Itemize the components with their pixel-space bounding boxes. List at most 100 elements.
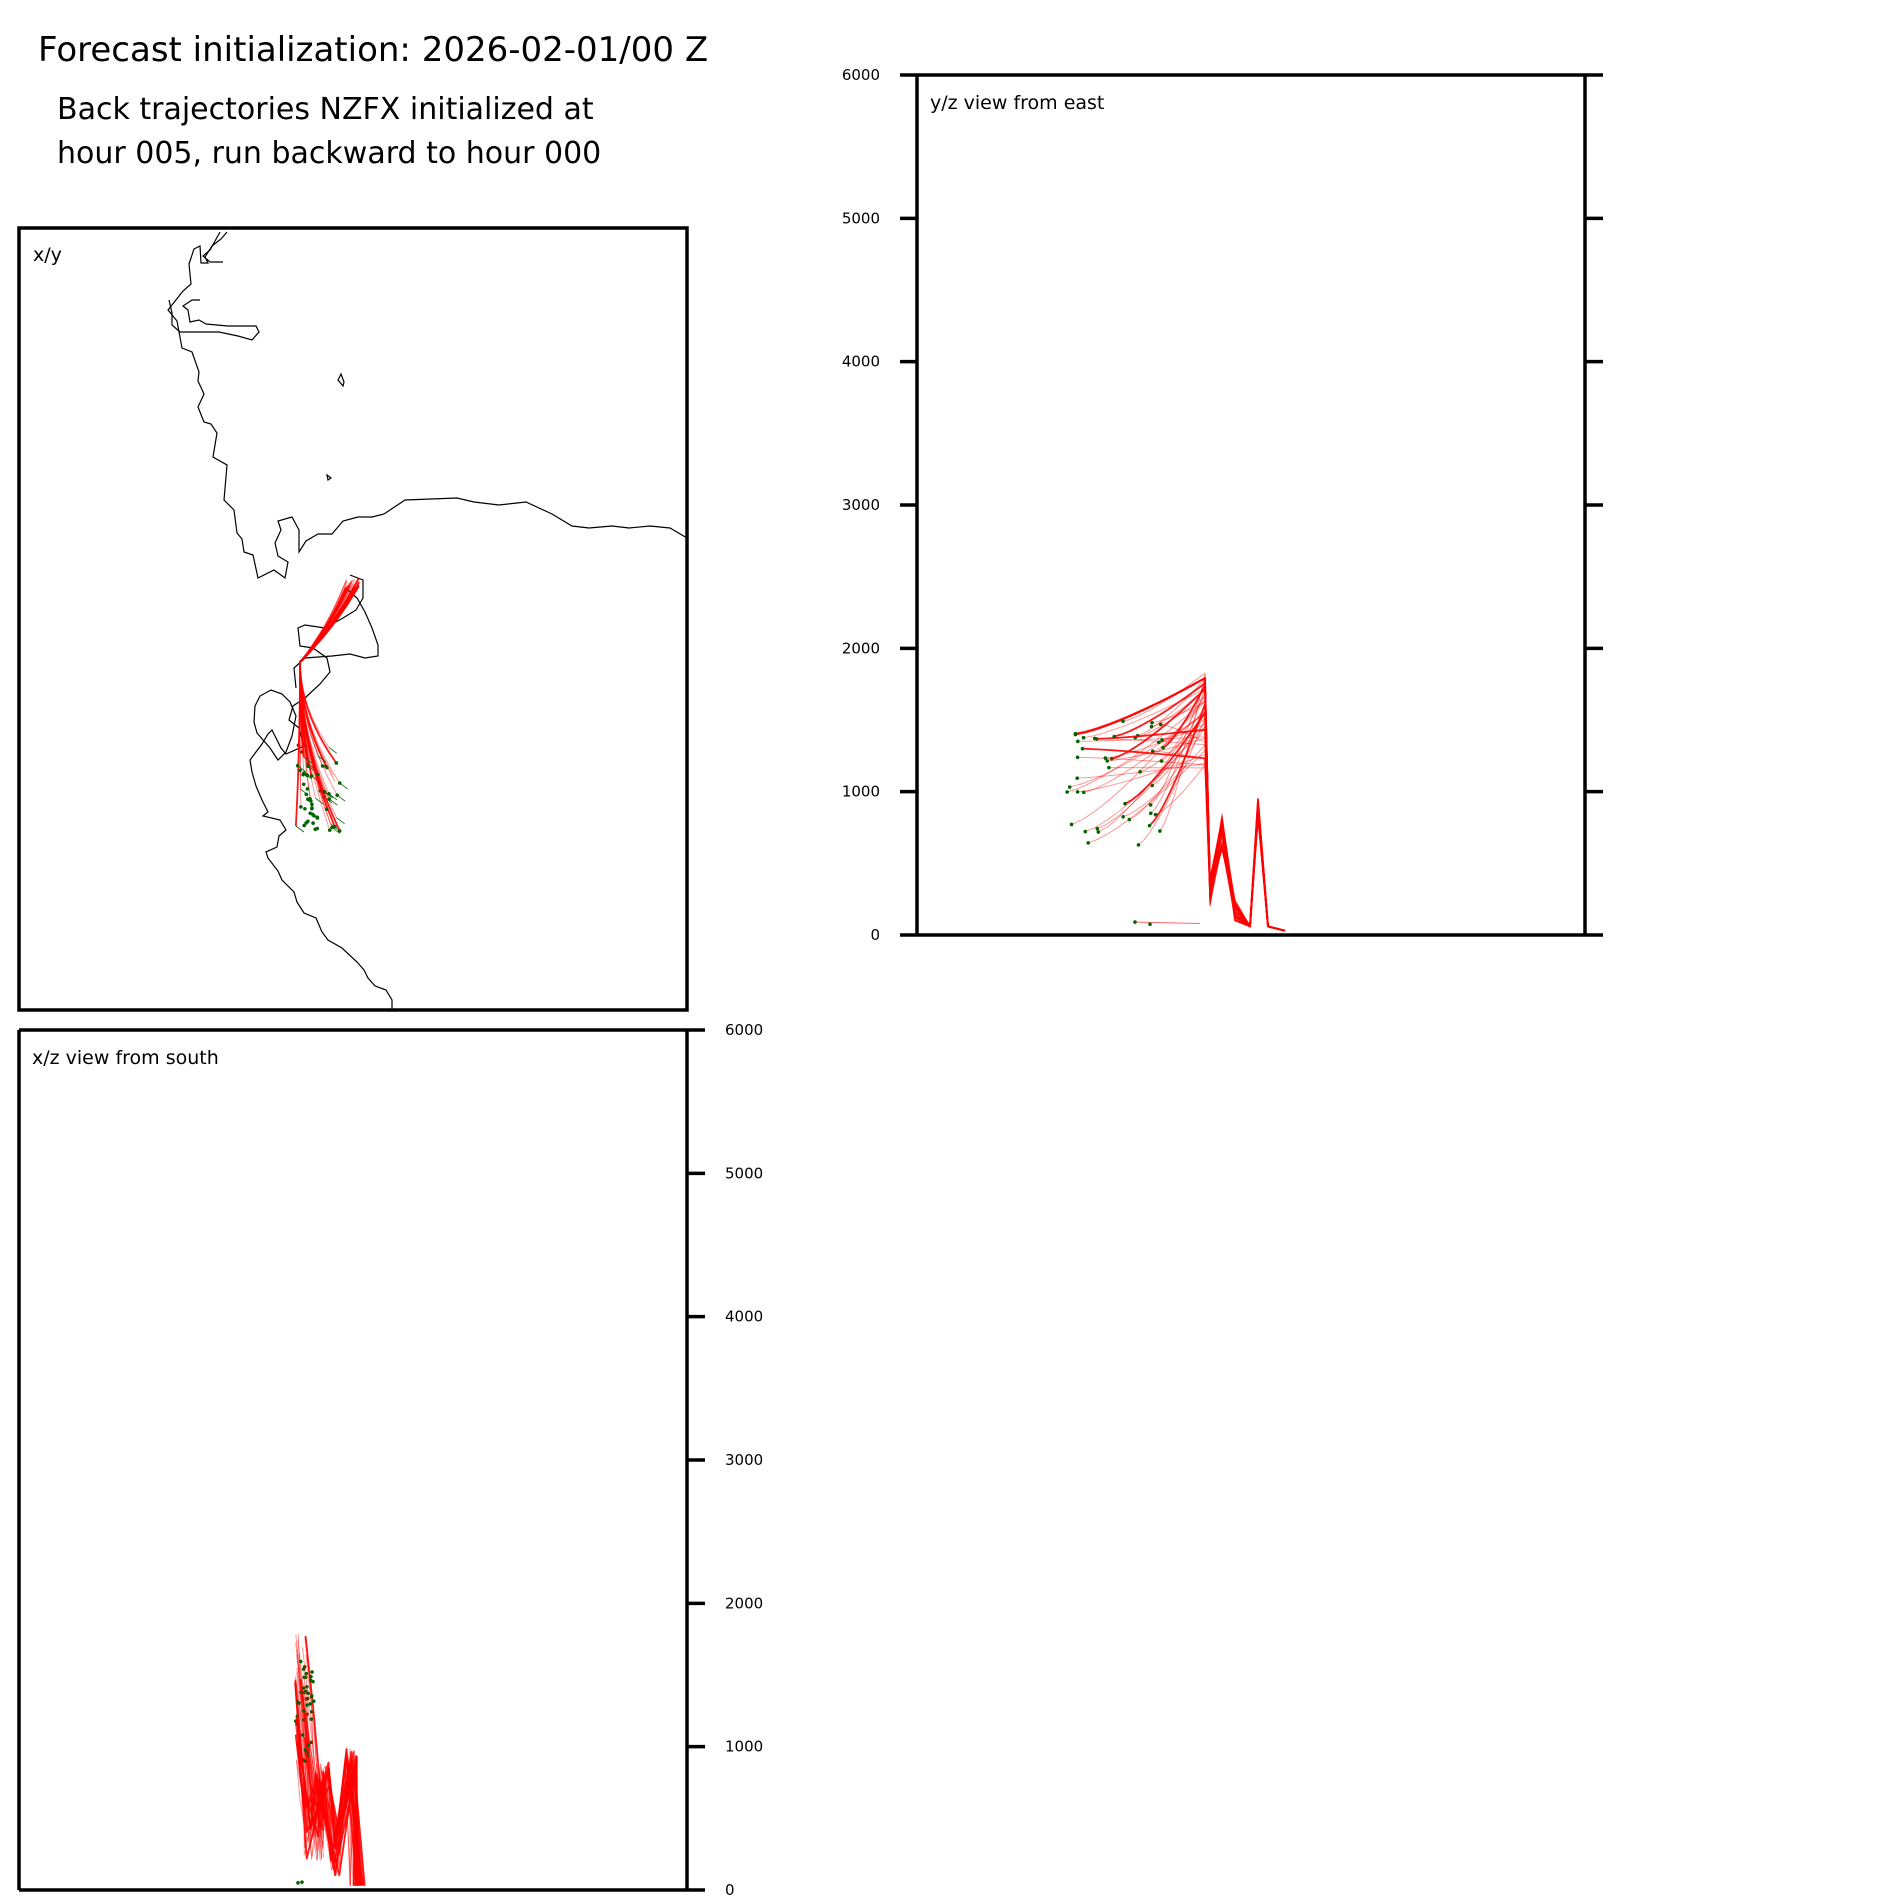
yz-endpoint [1136, 843, 1141, 847]
xy-endpoint-tail [317, 755, 327, 763]
xy-endpoint-tail [324, 791, 334, 799]
xy-endpoint [324, 807, 329, 812]
xy-endpoint [306, 764, 310, 769]
xy-endpoint-tail [315, 798, 324, 805]
yz-endpoint [1161, 745, 1165, 750]
xz-endpoint [304, 1751, 309, 1755]
yz-endpoint [1105, 759, 1110, 763]
yz-trajectory-line [1158, 712, 1286, 932]
yz-endpoint [1121, 814, 1125, 819]
yz-endpoint [1159, 759, 1164, 763]
xy-trajectory-line [299, 587, 356, 758]
yz-trajectory-line [1077, 756, 1286, 932]
xz-endpoint [306, 1743, 311, 1747]
coastline [167, 231, 688, 1010]
xz-endpoint [308, 1702, 313, 1706]
yz-endpoint [1148, 922, 1152, 927]
xy-endpoint [324, 764, 328, 769]
xz-endpoint [309, 1694, 314, 1698]
xz-trajectory-line [296, 1655, 358, 1886]
xz-trajectory-line [295, 1715, 364, 1886]
xy-trajectory-line [299, 582, 350, 784]
xz-trajectory-line [294, 1684, 356, 1886]
xz-trajectory-line [304, 1636, 357, 1886]
yz-endpoint [1160, 738, 1164, 742]
xy-endpoint-tail [328, 793, 338, 801]
yz-endpoint [1080, 746, 1085, 751]
y-tick-label: 3000 [725, 1451, 763, 1469]
xz-endpoint [300, 1880, 304, 1884]
xy-endpoint-tail [303, 756, 312, 764]
yz-endpoint [1148, 811, 1153, 816]
yz-endpoint [1086, 841, 1090, 845]
xz-endpoint [305, 1685, 309, 1689]
y-tick-label: 2000 [725, 1594, 763, 1612]
xz-panel: x/z view from south 0 1000 2000 3000 4000 500… [17, 1021, 763, 1899]
yz-endpoint [1147, 823, 1152, 828]
y-tick-label: 4000 [842, 353, 880, 371]
y-tick-label: 5000 [725, 1164, 763, 1182]
xz-endpoint [309, 1740, 314, 1745]
yz-endpoint [1083, 829, 1088, 834]
xz-endpoint [300, 1733, 305, 1737]
yz-endpoint [1103, 756, 1108, 760]
yz-endpoint [1112, 734, 1117, 739]
xy-endpoint-tail [295, 825, 305, 833]
xz-endpoint [301, 1686, 306, 1690]
xy-endpoint [327, 828, 332, 832]
yz-trajectory-line [1108, 767, 1286, 932]
xz-trajectory-line [297, 1633, 364, 1886]
yz-endpoint [1148, 803, 1153, 807]
yz-trajectory-line [1105, 723, 1286, 932]
coastline-peninsula [253, 689, 297, 761]
xz-endpoint [302, 1665, 307, 1669]
xz-endpoint [306, 1696, 310, 1701]
xz-endpoint [298, 1659, 303, 1664]
yz-trajectory-line [1075, 677, 1286, 932]
xz-trajectory-line [298, 1665, 359, 1886]
yz-endpoint [1123, 801, 1127, 806]
xy-endpoint [320, 764, 325, 768]
yz-endpoint [1095, 826, 1100, 831]
xy-endpoint [301, 782, 306, 787]
yz-trajectory-line [1077, 754, 1286, 932]
yz-ticks: 0 1000 2000 3000 4000 5000 6000 [842, 66, 1603, 944]
xy-panel: x/y [17, 226, 689, 1012]
xz-trajectory-line [306, 1696, 363, 1886]
xz-trajectory-line [294, 1679, 358, 1886]
yz-endpoint [1075, 790, 1080, 794]
xy-trajectories [295, 578, 360, 834]
yz-panel: y/z view from east 0 1000 2000 3000 4000 5000… [842, 66, 1603, 944]
y-tick-label: 1000 [725, 1738, 763, 1756]
y-tick-label: 3000 [842, 496, 880, 514]
coastline-top [202, 231, 223, 263]
xy-frame [17, 226, 689, 1012]
xz-trajectory-line [298, 1654, 357, 1886]
y-tick-label: 0 [870, 926, 880, 944]
yz-endpoint [1065, 790, 1069, 794]
yz-endpoint [1150, 720, 1154, 725]
xy-endpoint-tail [336, 817, 345, 824]
yz-endpoint [1069, 822, 1074, 827]
yz-trajectory-line [1077, 763, 1286, 932]
xy-endpoint [310, 806, 314, 810]
yz-endpoint [1121, 719, 1125, 724]
xz-trajectory-line [304, 1728, 357, 1886]
y-tick-label: 6000 [842, 66, 880, 84]
xz-trajectory-line [299, 1754, 366, 1886]
yz-panel-label: y/z view from east [930, 92, 1104, 114]
subtitle-line-1: Back trajectories NZFX initialized at [57, 92, 594, 127]
xz-trajectory-line [302, 1695, 354, 1886]
yz-trajectory-line [1162, 684, 1286, 932]
xz-panel-label: x/z view from south [32, 1047, 219, 1069]
yz-endpoint [1096, 830, 1101, 834]
xy-endpoint [304, 772, 309, 777]
xz-trajectory-line [296, 1671, 364, 1886]
xy-endpoint [311, 821, 315, 825]
xz-endpoint [303, 1675, 308, 1680]
xz-trajectory-line [304, 1636, 359, 1886]
yz-trajectory-line [1107, 737, 1286, 932]
island-1 [337, 372, 345, 388]
xz-trajectory-line [303, 1670, 358, 1886]
